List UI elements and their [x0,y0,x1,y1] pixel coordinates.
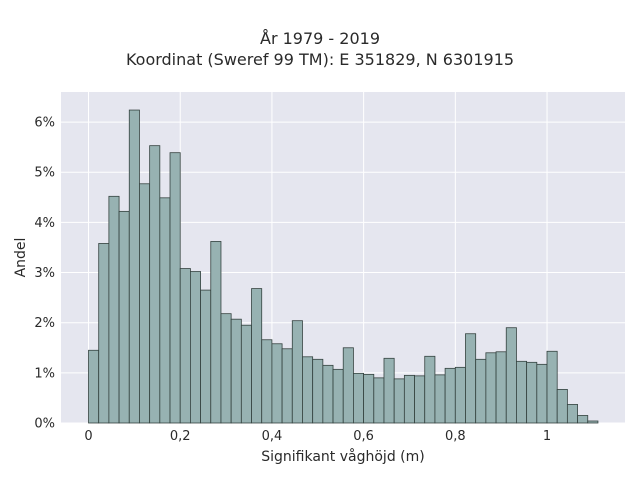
y-tick-label: 4% [34,216,55,231]
chart-title: År 1979 - 2019 [260,29,380,48]
histogram-bar [128,109,140,424]
histogram-bar [587,420,599,424]
histogram-bar [495,351,507,424]
x-tick-label: 1 [543,429,551,444]
histogram-bar [291,320,303,424]
histogram-bar [200,289,212,424]
histogram-bar [454,366,466,424]
histogram-bar [342,347,354,424]
y-tick-label: 6% [34,116,55,131]
histogram-bar [566,404,578,424]
histogram-bar [332,368,344,424]
histogram-bar [88,349,100,424]
x-tick-label: 0,2 [170,429,191,444]
histogram-bar [210,241,222,424]
histogram-bar [149,145,161,424]
histogram-bar [373,377,385,424]
histogram-bar [353,372,365,424]
histogram-bar [98,243,110,424]
histogram-bar [159,197,171,424]
histogram-bar [424,355,436,424]
histogram-bar [475,358,487,424]
histogram-bars [88,109,599,424]
x-tick-label: 0 [84,429,92,444]
y-tick-label: 5% [34,166,55,181]
histogram-bar [505,327,517,424]
histogram-bar [516,360,528,424]
x-axis-label: Signifikant våghöjd (m) [261,448,424,465]
histogram-bar [179,268,191,424]
histogram-bar [322,364,334,424]
histogram-bar [393,378,405,424]
y-tick-label: 0% [34,417,55,432]
histogram-bar [169,152,181,424]
histogram-bar [220,313,232,424]
histogram-bar [261,339,273,424]
histogram-bar [526,361,538,424]
histogram-bar [577,415,589,424]
x-tick-label: 0,6 [353,429,374,444]
y-axis-ticks: 0% 1% 2% 3% 4% 5% 6% [34,116,55,432]
histogram-bar [108,195,120,424]
histogram-bar [189,271,201,424]
histogram-bar [485,352,497,424]
histogram-bar [230,318,242,424]
histogram-bar [302,356,314,424]
histogram-bar [414,375,426,424]
histogram-bar [281,348,293,424]
histogram-bar [556,388,568,424]
histogram-bar [536,363,548,424]
x-tick-label: 0,8 [445,429,466,444]
histogram-bar [403,374,415,424]
histogram-bar [465,333,477,424]
x-axis-ticks: 0 0,2 0,4 0,6 0,8 1 [84,429,551,444]
histogram-bar [434,374,446,424]
histogram-bar [118,210,130,424]
histogram-bar [240,324,252,424]
histogram-bar [271,343,283,424]
histogram-bar [546,350,558,424]
histogram-bar [363,373,375,424]
chart-subtitle: Koordinat (Sweref 99 TM): E 351829, N 63… [125,50,515,69]
histogram-bar [251,288,263,424]
histogram-bar [312,358,324,424]
x-tick-label: 0,4 [262,429,283,444]
histogram-bar [383,357,395,424]
y-tick-label: 2% [34,316,55,331]
y-tick-label: 3% [34,266,55,281]
y-tick-label: 1% [34,366,55,381]
y-axis-label: Andel [13,238,29,278]
histogram-bar [139,183,151,424]
histogram-bar [444,367,456,424]
